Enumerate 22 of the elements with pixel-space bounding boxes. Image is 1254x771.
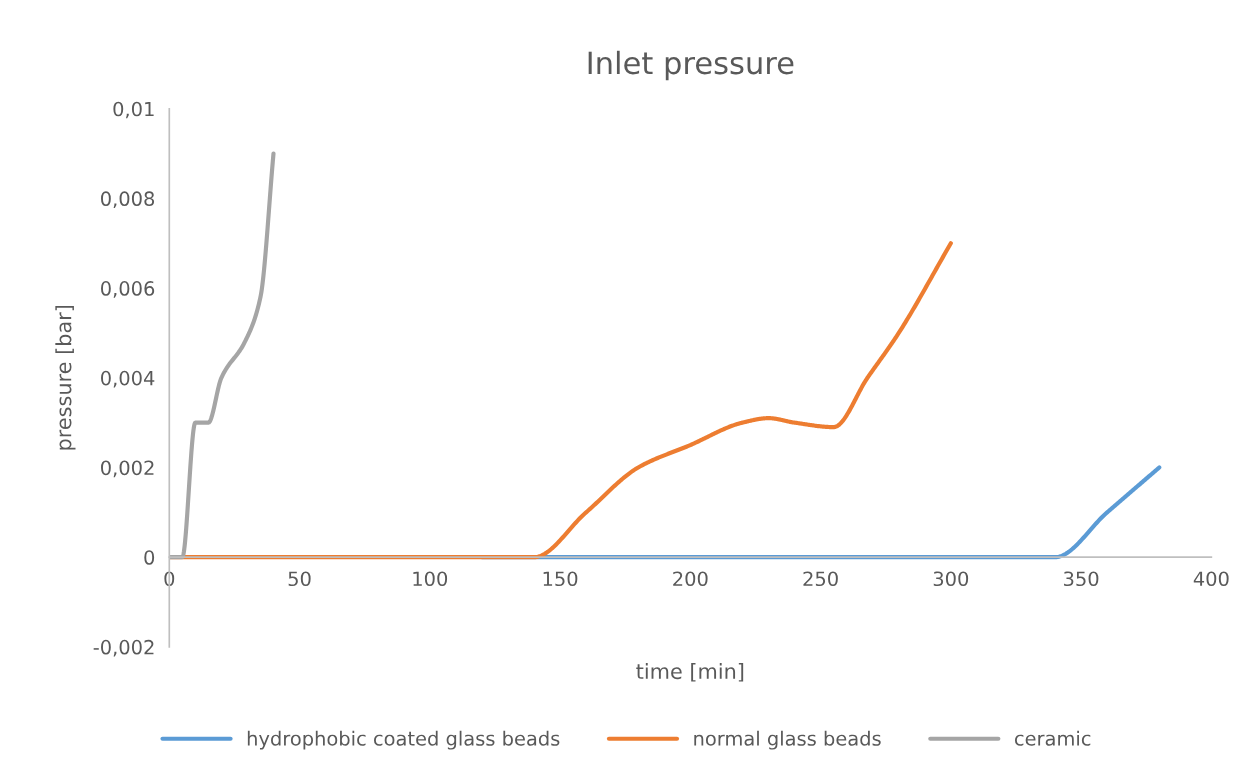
y-tick-label: 0,008 <box>101 191 155 209</box>
x-tick-label: 300 <box>933 571 969 587</box>
y-tick-label: 0,01 <box>113 101 154 119</box>
y-axis-title: pressure [bar] <box>55 305 76 450</box>
x-tick-label: 0 <box>164 571 175 587</box>
x-tick-label: 50 <box>288 571 311 587</box>
y-tick-label: 0,002 <box>101 460 154 478</box>
x-tick-label: 400 <box>1193 571 1229 587</box>
x-tick-label: 250 <box>803 571 838 587</box>
chart-title: Inlet pressure <box>588 50 794 81</box>
x-axis-title: time [min] <box>636 663 744 682</box>
y-tick-label: 0,006 <box>101 281 155 298</box>
legend-label: normal glass beads <box>694 730 881 750</box>
legend-label: hydrophobic coated glass beads <box>247 730 560 750</box>
y-tick-label: 0,004 <box>101 370 155 388</box>
x-tick-label: 100 <box>413 571 448 587</box>
x-tick-label: 350 <box>1064 571 1099 587</box>
x-tick-label: 150 <box>543 571 578 587</box>
y-tick-label: 0 <box>144 550 155 565</box>
legend-label: ceramic <box>1014 730 1091 746</box>
x-tick-label: 200 <box>673 571 708 587</box>
y-tick-label: -0,002 <box>93 639 154 657</box>
